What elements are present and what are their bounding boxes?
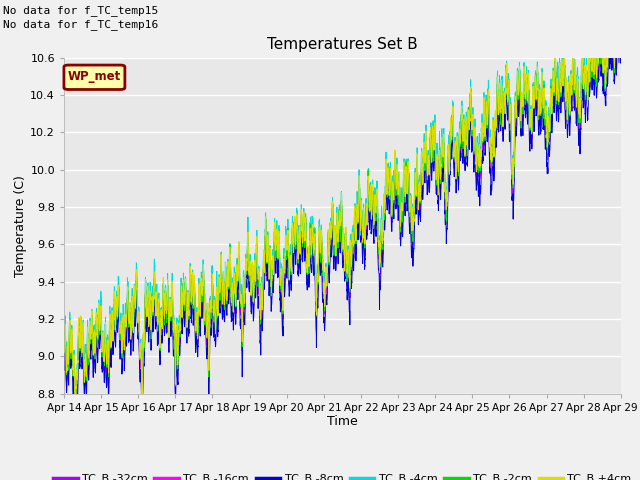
Y-axis label: Temperature (C): Temperature (C) (15, 175, 28, 276)
Title: Temperatures Set B: Temperatures Set B (267, 37, 418, 52)
Text: No data for f_TC_temp15: No data for f_TC_temp15 (3, 5, 159, 16)
Text: WP_met: WP_met (68, 70, 121, 84)
Legend: TC_B -32cm, TC_B -16cm, TC_B -8cm, TC_B -4cm, TC_B -2cm, TC_B +4cm: TC_B -32cm, TC_B -16cm, TC_B -8cm, TC_B … (49, 469, 636, 480)
X-axis label: Time: Time (327, 415, 358, 429)
FancyBboxPatch shape (64, 65, 125, 89)
Text: No data for f_TC_temp16: No data for f_TC_temp16 (3, 19, 159, 30)
